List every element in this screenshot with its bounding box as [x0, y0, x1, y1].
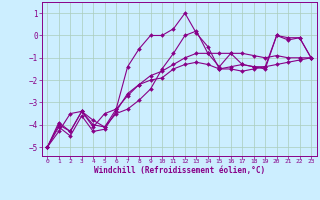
X-axis label: Windchill (Refroidissement éolien,°C): Windchill (Refroidissement éolien,°C): [94, 166, 265, 175]
